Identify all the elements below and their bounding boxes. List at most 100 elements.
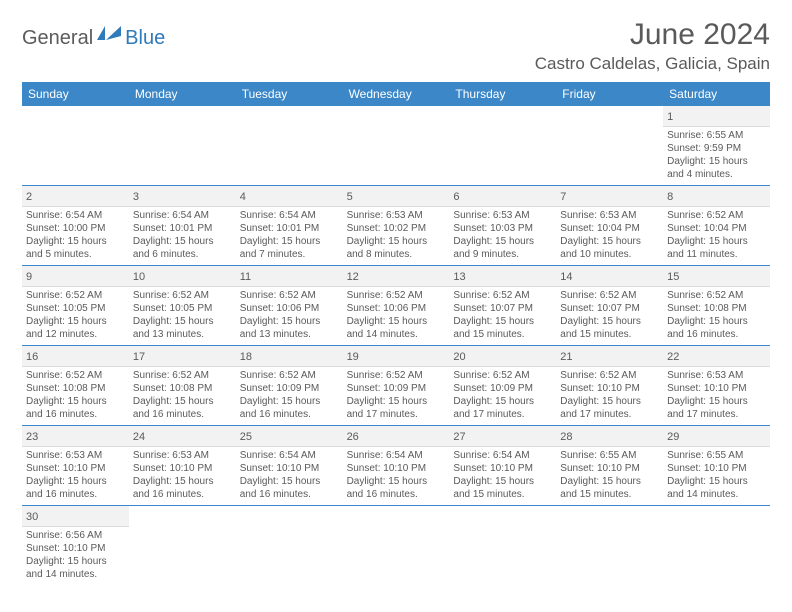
logo-text-general: General bbox=[22, 27, 93, 50]
daylight-line: Daylight: 15 hours and 16 minutes. bbox=[240, 475, 339, 501]
empty-cell bbox=[449, 506, 556, 585]
week-row: 2Sunrise: 6:54 AMSunset: 10:00 PMDayligh… bbox=[22, 186, 770, 266]
empty-cell bbox=[236, 106, 343, 185]
day-cell: 11Sunrise: 6:52 AMSunset: 10:06 PMDaylig… bbox=[236, 266, 343, 345]
sunrise-line: Sunrise: 6:52 AM bbox=[133, 369, 232, 382]
day-number: 22 bbox=[667, 351, 679, 363]
day-number-row: 8 bbox=[663, 186, 770, 207]
daylight-line: Daylight: 15 hours and 15 minutes. bbox=[453, 315, 552, 341]
sunrise-line: Sunrise: 6:53 AM bbox=[667, 369, 766, 382]
day-number: 13 bbox=[453, 271, 465, 283]
day-number-row: 28 bbox=[556, 426, 663, 447]
day-number: 4 bbox=[240, 191, 246, 203]
sunrise-line: Sunrise: 6:52 AM bbox=[347, 289, 446, 302]
day-cell: 15Sunrise: 6:52 AMSunset: 10:08 PMDaylig… bbox=[663, 266, 770, 345]
day-cell: 14 Sunrise: 6:52 AMSunset: 10:07 PMDaylig… bbox=[556, 266, 663, 345]
daylight-line: Daylight: 15 hours and 17 minutes. bbox=[560, 395, 659, 421]
sunset-line: Sunset: 10:04 PM bbox=[667, 222, 766, 235]
sunrise-line: Sunrise: 6:54 AM bbox=[347, 449, 446, 462]
day-number-row: 12 bbox=[343, 266, 450, 287]
daylight-line: Daylight: 15 hours and 14 minutes. bbox=[667, 475, 766, 501]
day-number-row: 13 bbox=[449, 266, 556, 287]
day-number-row: 29 bbox=[663, 426, 770, 447]
sunset-line: Sunset: 10:04 PM bbox=[560, 222, 659, 235]
empty-cell bbox=[129, 506, 236, 585]
day-cell: 29Sunrise: 6:55 AMSunset: 10:10 PMDaylig… bbox=[663, 426, 770, 505]
day-number-row: 26 bbox=[343, 426, 450, 447]
header: General Blue June 2024 Castro Caldelas, … bbox=[22, 18, 770, 74]
day-cell: 8Sunrise: 6:52 AMSunset: 10:04 PMDayligh… bbox=[663, 186, 770, 265]
day-cell: 16Sunrise: 6:52 AMSunset: 10:08 PMDaylig… bbox=[22, 346, 129, 425]
daylight-line: Daylight: 15 hours and 14 minutes. bbox=[347, 315, 446, 341]
daylight-line: Daylight: 15 hours and 9 minutes. bbox=[453, 235, 552, 261]
day-number-row: 21 bbox=[556, 346, 663, 367]
empty-cell bbox=[236, 506, 343, 585]
day-number: 17 bbox=[133, 351, 145, 363]
daylight-line: Daylight: 15 hours and 16 minutes. bbox=[240, 395, 339, 421]
daylight-line: Daylight: 15 hours and 17 minutes. bbox=[347, 395, 446, 421]
sunset-line: Sunset: 10:09 PM bbox=[240, 382, 339, 395]
sunrise-line: Sunrise: 6:52 AM bbox=[560, 289, 659, 302]
day-cell: 23Sunrise: 6:53 AMSunset: 10:10 PMDaylig… bbox=[22, 426, 129, 505]
sunset-line: Sunset: 10:05 PM bbox=[133, 302, 232, 315]
sunset-line: Sunset: 10:06 PM bbox=[347, 302, 446, 315]
day-number: 18 bbox=[240, 351, 252, 363]
sunrise-line: Sunrise: 6:55 AM bbox=[667, 449, 766, 462]
sunset-line: Sunset: 10:10 PM bbox=[453, 462, 552, 475]
day-number: 29 bbox=[667, 431, 679, 443]
weekday-thursday: Thursday bbox=[449, 82, 556, 106]
day-cell: 19Sunrise: 6:52 AMSunset: 10:09 PMDaylig… bbox=[343, 346, 450, 425]
day-cell: 20Sunrise: 6:52 AMSunset: 10:09 PMDaylig… bbox=[449, 346, 556, 425]
daylight-line: Daylight: 15 hours and 13 minutes. bbox=[133, 315, 232, 341]
day-number: 27 bbox=[453, 431, 465, 443]
daylight-line: Daylight: 15 hours and 5 minutes. bbox=[26, 235, 125, 261]
sunrise-line: Sunrise: 6:54 AM bbox=[26, 209, 125, 222]
sunset-line: Sunset: 10:01 PM bbox=[240, 222, 339, 235]
day-number-row: 14 bbox=[556, 266, 663, 287]
day-number: 6 bbox=[453, 191, 459, 203]
daylight-line: Daylight: 15 hours and 13 minutes. bbox=[240, 315, 339, 341]
empty-cell bbox=[556, 506, 663, 585]
day-cell: 18Sunrise: 6:52 AMSunset: 10:09 PMDaylig… bbox=[236, 346, 343, 425]
sunrise-line: Sunrise: 6:54 AM bbox=[240, 449, 339, 462]
daylight-line: Daylight: 15 hours and 12 minutes. bbox=[26, 315, 125, 341]
sunset-line: Sunset: 10:07 PM bbox=[560, 302, 659, 315]
day-number: 23 bbox=[26, 431, 38, 443]
day-number-row: 7 bbox=[556, 186, 663, 207]
daylight-line: Daylight: 15 hours and 15 minutes. bbox=[560, 315, 659, 341]
daylight-line: Daylight: 15 hours and 16 minutes. bbox=[26, 395, 125, 421]
sunrise-line: Sunrise: 6:53 AM bbox=[347, 209, 446, 222]
sunset-line: Sunset: 10:07 PM bbox=[453, 302, 552, 315]
sunset-line: Sunset: 10:10 PM bbox=[347, 462, 446, 475]
weekday-sunday: Sunday bbox=[22, 82, 129, 106]
daylight-line: Daylight: 15 hours and 8 minutes. bbox=[347, 235, 446, 261]
weekday-friday: Friday bbox=[556, 82, 663, 106]
daylight-line: Daylight: 15 hours and 6 minutes. bbox=[133, 235, 232, 261]
sunset-line: Sunset: 10:10 PM bbox=[26, 542, 125, 555]
daylight-line: Daylight: 15 hours and 14 minutes. bbox=[26, 555, 125, 581]
sunset-line: Sunset: 10:10 PM bbox=[560, 462, 659, 475]
day-cell: 9Sunrise: 6:52 AMSunset: 10:05 PMDayligh… bbox=[22, 266, 129, 345]
day-cell: 22Sunrise: 6:53 AMSunset: 10:10 PMDaylig… bbox=[663, 346, 770, 425]
day-cell: 24Sunrise: 6:53 AMSunset: 10:10 PMDaylig… bbox=[129, 426, 236, 505]
calendar: SundayMondayTuesdayWednesdayThursdayFrid… bbox=[22, 82, 770, 585]
sunrise-line: Sunrise: 6:55 AM bbox=[667, 129, 766, 142]
day-cell: 6Sunrise: 6:53 AMSunset: 10:03 PMDayligh… bbox=[449, 186, 556, 265]
day-cell: 25Sunrise: 6:54 AMSunset: 10:10 PMDaylig… bbox=[236, 426, 343, 505]
sunset-line: Sunset: 10:10 PM bbox=[26, 462, 125, 475]
day-number: 8 bbox=[667, 191, 673, 203]
daylight-line: Daylight: 15 hours and 16 minutes. bbox=[133, 475, 232, 501]
day-number-row: 9 bbox=[22, 266, 129, 287]
day-cell: 1Sunrise: 6:55 AMSunset: 9:59 PMDaylight… bbox=[663, 106, 770, 185]
sunrise-line: Sunrise: 6:52 AM bbox=[347, 369, 446, 382]
logo-text-blue: Blue bbox=[125, 27, 165, 50]
day-cell: 17Sunrise: 6:52 AMSunset: 10:08 PMDaylig… bbox=[129, 346, 236, 425]
sunrise-line: Sunrise: 6:53 AM bbox=[133, 449, 232, 462]
day-cell: 3Sunrise: 6:54 AMSunset: 10:01 PMDayligh… bbox=[129, 186, 236, 265]
day-number-row: 3 bbox=[129, 186, 236, 207]
day-number: 5 bbox=[347, 191, 353, 203]
sunrise-line: Sunrise: 6:52 AM bbox=[26, 289, 125, 302]
day-cell: 4Sunrise: 6:54 AMSunset: 10:01 PMDayligh… bbox=[236, 186, 343, 265]
day-number: 19 bbox=[347, 351, 359, 363]
sunset-line: Sunset: 9:59 PM bbox=[667, 142, 766, 155]
